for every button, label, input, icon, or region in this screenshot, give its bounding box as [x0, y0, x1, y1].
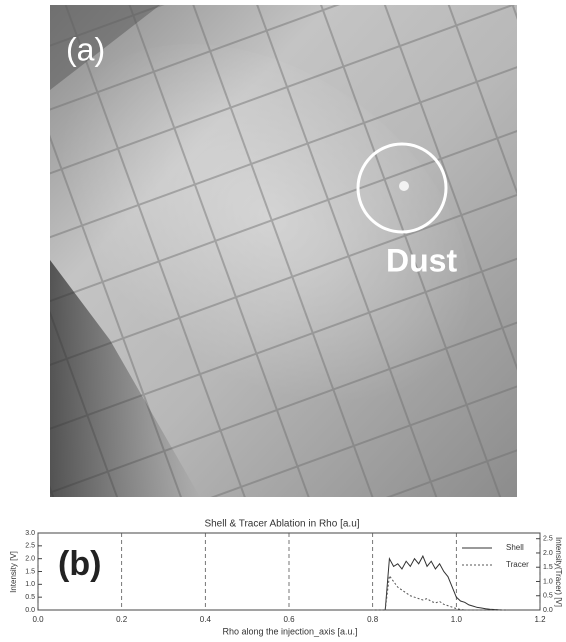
- y-tick-label: 1.5: [25, 568, 35, 575]
- annotation: Dust: [386, 242, 457, 278]
- figure: (a) Dust Shell & Tracer Ablation in Rho …: [0, 0, 566, 637]
- chart-title: Shell & Tracer Ablation in Rho [a.u]: [204, 519, 359, 530]
- y2-tick-label: 2.5: [543, 536, 553, 543]
- y-tick-label: 2.0: [25, 556, 35, 563]
- x-tick-label: 0.0: [32, 615, 44, 624]
- y2-tick-label: 2.0: [543, 550, 553, 557]
- dust-particle: [399, 181, 409, 191]
- y2-tick-label: 0.5: [543, 593, 553, 600]
- x-axis-label: Rho along the injection_axis [a.u.]: [222, 626, 357, 636]
- photo: (a) Dust: [0, 0, 540, 497]
- y-tick-label: 1.0: [25, 581, 35, 588]
- y-tick-label: 2.5: [25, 543, 35, 550]
- y-tick-label: 0.5: [25, 594, 35, 601]
- y2-axis-label: Intensity(Tracer) [V]: [554, 537, 563, 607]
- y2-tick-label: 1.5: [543, 564, 553, 571]
- panel-label: (b): [58, 545, 101, 583]
- x-tick-label: 0.8: [367, 615, 379, 624]
- x-tick-label: 0.4: [200, 615, 212, 624]
- y2-tick-label: 1.0: [543, 578, 553, 585]
- y-tick-label: 0.0: [25, 607, 35, 614]
- y2-tick-label: 0.0: [543, 607, 553, 614]
- x-tick-label: 0.6: [283, 615, 295, 624]
- x-tick-label: 1.0: [451, 615, 463, 624]
- y-axis-label: Intensity [V]: [9, 551, 18, 593]
- y-tick-label: 3.0: [25, 530, 35, 537]
- x-tick-label: 1.2: [534, 615, 546, 624]
- x-tick-label: 0.2: [116, 615, 128, 624]
- line: [373, 576, 507, 610]
- legend-label: Tracer: [506, 560, 529, 569]
- legend-label: Shell: [506, 543, 524, 552]
- panel-label: (a): [66, 31, 105, 67]
